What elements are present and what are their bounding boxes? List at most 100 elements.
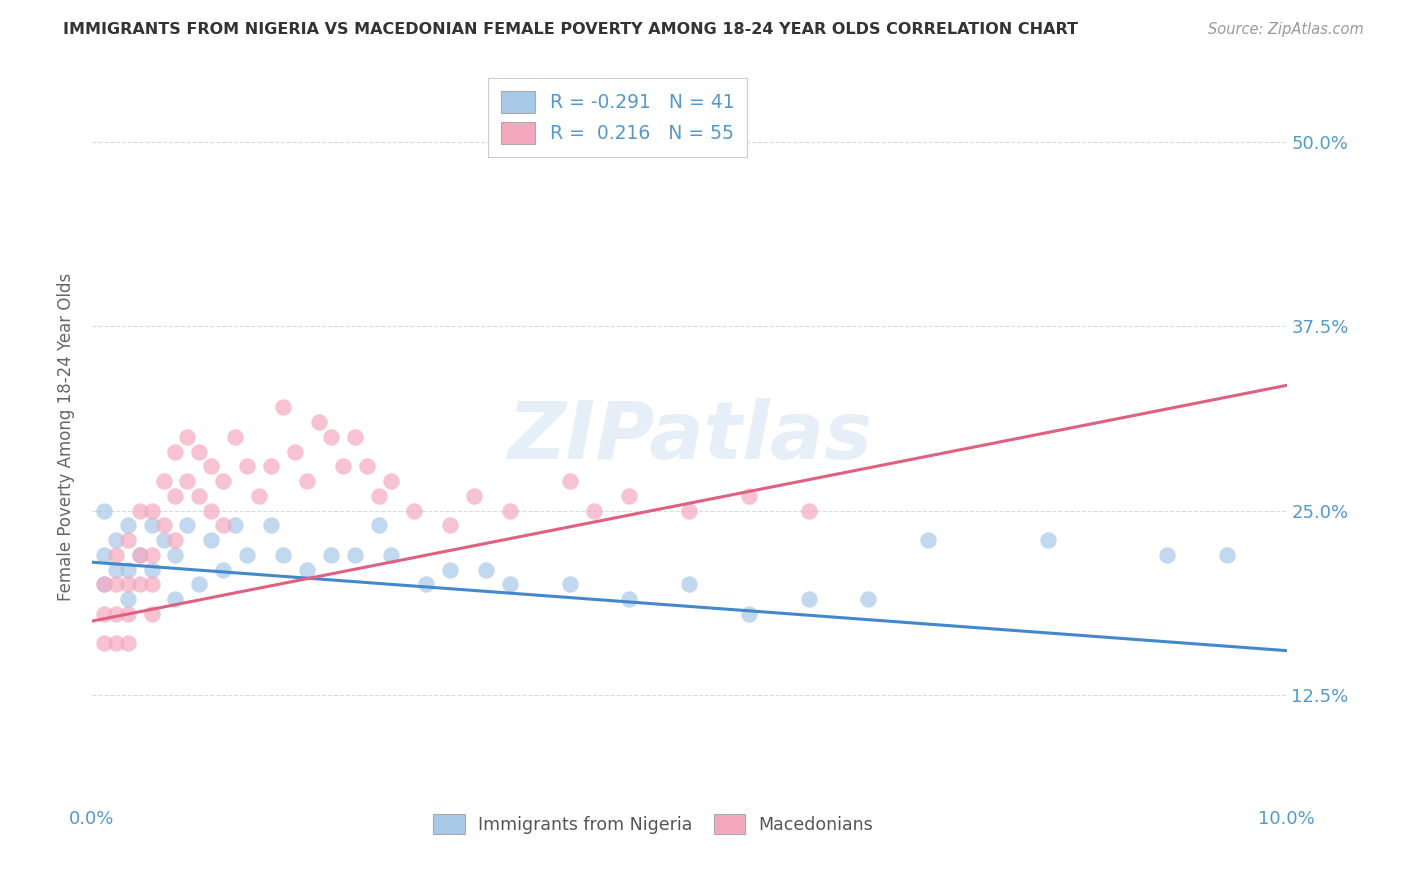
Point — [271, 548, 294, 562]
Legend: Immigrants from Nigeria, Macedonians: Immigrants from Nigeria, Macedonians — [423, 804, 884, 845]
Point — [200, 533, 222, 547]
Point — [499, 577, 522, 591]
Point — [212, 474, 235, 488]
Point — [200, 503, 222, 517]
Point — [367, 489, 389, 503]
Point — [117, 636, 139, 650]
Point — [439, 518, 461, 533]
Point — [308, 415, 330, 429]
Point — [117, 518, 139, 533]
Point — [858, 592, 880, 607]
Point — [1036, 533, 1059, 547]
Point — [128, 577, 150, 591]
Point — [212, 518, 235, 533]
Point — [152, 474, 174, 488]
Point — [165, 533, 187, 547]
Point — [104, 548, 127, 562]
Point — [128, 548, 150, 562]
Point — [141, 563, 163, 577]
Point — [271, 401, 294, 415]
Point — [738, 489, 761, 503]
Point — [93, 636, 115, 650]
Point — [439, 563, 461, 577]
Point — [284, 444, 307, 458]
Point — [165, 489, 187, 503]
Point — [463, 489, 485, 503]
Point — [93, 503, 115, 517]
Point — [343, 430, 366, 444]
Point — [93, 577, 115, 591]
Point — [117, 533, 139, 547]
Point — [404, 503, 426, 517]
Point — [104, 577, 127, 591]
Point — [343, 548, 366, 562]
Point — [188, 444, 211, 458]
Point — [117, 563, 139, 577]
Point — [295, 474, 318, 488]
Point — [380, 474, 402, 488]
Point — [176, 474, 198, 488]
Point — [141, 548, 163, 562]
Point — [558, 577, 581, 591]
Point — [117, 607, 139, 621]
Point — [260, 518, 283, 533]
Point — [152, 533, 174, 547]
Point — [367, 518, 389, 533]
Point — [1156, 548, 1178, 562]
Point — [104, 533, 127, 547]
Point — [797, 592, 820, 607]
Point — [582, 503, 605, 517]
Point — [319, 430, 342, 444]
Text: ZIPatlas: ZIPatlas — [506, 398, 872, 476]
Point — [619, 592, 641, 607]
Point — [128, 503, 150, 517]
Point — [224, 430, 246, 444]
Point — [332, 459, 354, 474]
Point — [260, 459, 283, 474]
Point — [475, 563, 498, 577]
Point — [117, 592, 139, 607]
Point — [93, 607, 115, 621]
Point — [678, 577, 700, 591]
Point — [356, 459, 378, 474]
Text: IMMIGRANTS FROM NIGERIA VS MACEDONIAN FEMALE POVERTY AMONG 18-24 YEAR OLDS CORRE: IMMIGRANTS FROM NIGERIA VS MACEDONIAN FE… — [63, 22, 1078, 37]
Point — [93, 548, 115, 562]
Point — [93, 577, 115, 591]
Point — [141, 607, 163, 621]
Point — [188, 577, 211, 591]
Point — [415, 577, 437, 591]
Point — [224, 518, 246, 533]
Point — [558, 474, 581, 488]
Point — [104, 563, 127, 577]
Point — [236, 548, 259, 562]
Point — [141, 518, 163, 533]
Point — [104, 607, 127, 621]
Point — [104, 636, 127, 650]
Point — [165, 548, 187, 562]
Point — [295, 563, 318, 577]
Y-axis label: Female Poverty Among 18-24 Year Olds: Female Poverty Among 18-24 Year Olds — [58, 273, 75, 601]
Point — [247, 489, 270, 503]
Point — [738, 607, 761, 621]
Point — [319, 548, 342, 562]
Point — [619, 489, 641, 503]
Point — [212, 563, 235, 577]
Point — [1216, 548, 1239, 562]
Point — [176, 518, 198, 533]
Point — [141, 503, 163, 517]
Point — [165, 444, 187, 458]
Point — [236, 459, 259, 474]
Point — [152, 518, 174, 533]
Point — [188, 489, 211, 503]
Point — [678, 503, 700, 517]
Point — [380, 548, 402, 562]
Point — [797, 503, 820, 517]
Point — [141, 577, 163, 591]
Point — [917, 533, 939, 547]
Point — [117, 577, 139, 591]
Text: Source: ZipAtlas.com: Source: ZipAtlas.com — [1208, 22, 1364, 37]
Point — [200, 459, 222, 474]
Point — [128, 548, 150, 562]
Point — [165, 592, 187, 607]
Point — [499, 503, 522, 517]
